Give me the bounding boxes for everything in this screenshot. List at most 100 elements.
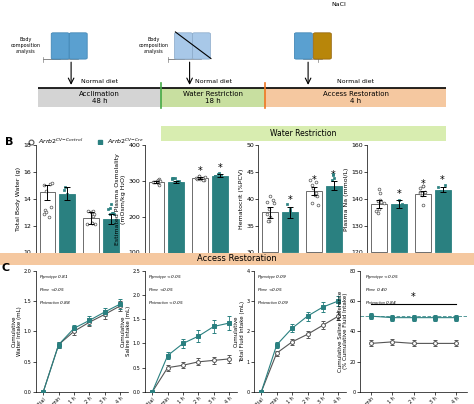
Text: *: * [420, 179, 425, 189]
Bar [38, 88, 161, 107]
Point [311, 192, 319, 198]
FancyBboxPatch shape [174, 33, 192, 59]
Point [287, 200, 294, 206]
Point [216, 169, 224, 175]
FancyBboxPatch shape [294, 33, 312, 59]
Point [392, 213, 399, 219]
Point [42, 198, 49, 205]
Point [89, 224, 96, 230]
Point [151, 177, 158, 184]
Point [46, 210, 53, 217]
Bar [212, 176, 228, 252]
Point [149, 180, 157, 187]
Text: C: C [1, 263, 9, 273]
Point [197, 175, 205, 182]
Point [308, 180, 315, 186]
Point [201, 175, 208, 181]
Point [268, 208, 276, 215]
FancyBboxPatch shape [313, 33, 331, 59]
Text: $P_{interaction}$ 0.88: $P_{interaction}$ 0.88 [39, 300, 72, 307]
Text: Access Restoration: Access Restoration [197, 255, 277, 263]
Text: Normal diet: Normal diet [195, 79, 232, 84]
Text: $P_{time}$ <0.05: $P_{time}$ <0.05 [257, 286, 283, 294]
Point [397, 201, 404, 208]
Point [64, 177, 71, 184]
Point [443, 187, 451, 194]
Point [416, 191, 424, 198]
Point [68, 176, 76, 183]
Bar [39, 192, 55, 252]
Point [314, 201, 322, 208]
Point [422, 189, 429, 196]
Point [104, 226, 112, 232]
Point [423, 185, 431, 191]
Point [86, 216, 93, 222]
Bar [415, 194, 431, 252]
Text: Water: Water [58, 38, 63, 54]
Text: Body
composition
analysis: Body composition analysis [139, 37, 169, 54]
Point [109, 234, 117, 240]
Point [421, 183, 429, 190]
Point [60, 168, 68, 175]
Bar [192, 178, 208, 252]
Text: $P_{time}$ <0.05: $P_{time}$ <0.05 [148, 286, 174, 294]
Point [334, 177, 341, 183]
Point [419, 194, 427, 200]
Text: *: * [198, 166, 202, 176]
Point [327, 171, 334, 178]
Point [83, 222, 91, 229]
Point [373, 200, 380, 206]
Point [315, 187, 322, 194]
Point [265, 203, 273, 210]
Point [333, 188, 340, 195]
Point [393, 196, 401, 202]
Text: Normal diet: Normal diet [81, 79, 118, 84]
Point [43, 167, 50, 174]
Point [438, 187, 445, 194]
Text: $P_{interaction}$ <0.05: $P_{interaction}$ <0.05 [148, 300, 184, 307]
Point [173, 180, 181, 187]
Bar [391, 204, 407, 252]
Point [197, 176, 204, 182]
Point [269, 200, 277, 206]
Point [282, 219, 289, 225]
Point [437, 186, 445, 193]
Point [380, 201, 387, 208]
Text: $P_{genotype}$ <0.05: $P_{genotype}$ <0.05 [148, 273, 182, 282]
Text: $P_{genotype}$ <0.05: $P_{genotype}$ <0.05 [365, 273, 398, 282]
Text: NaCl: NaCl [320, 40, 325, 53]
Point [416, 192, 423, 199]
Point [151, 179, 158, 185]
Text: *: * [331, 170, 336, 180]
Y-axis label: Cumulative
Saline Intake (mL): Cumulative Saline Intake (mL) [120, 306, 131, 356]
FancyBboxPatch shape [51, 33, 69, 59]
Y-axis label: Cumulative Saline Preference
(% Cumulative Fluid Intake): Cumulative Saline Preference (% Cumulati… [337, 290, 348, 372]
Point [48, 176, 55, 182]
Point [108, 221, 115, 227]
Point [191, 173, 199, 179]
Point [268, 205, 276, 211]
Bar [103, 219, 118, 252]
Point [376, 215, 383, 221]
Point [106, 211, 114, 218]
Point [378, 196, 385, 203]
Text: *: * [218, 163, 222, 173]
Point [212, 172, 220, 178]
Point [397, 185, 404, 192]
Point [270, 188, 277, 194]
Point [264, 213, 271, 219]
Point [199, 174, 206, 180]
Point [212, 170, 219, 177]
Point [374, 196, 381, 202]
Point [397, 196, 405, 202]
Text: *: * [311, 175, 316, 185]
Point [68, 198, 75, 204]
Text: $P_{interaction}$ 0.09: $P_{interaction}$ 0.09 [257, 300, 290, 307]
Bar [83, 218, 99, 252]
Point [310, 183, 317, 189]
Point [331, 202, 338, 208]
Point [60, 195, 68, 202]
Text: B: B [5, 137, 13, 147]
Point [171, 178, 179, 184]
Point [288, 203, 295, 209]
